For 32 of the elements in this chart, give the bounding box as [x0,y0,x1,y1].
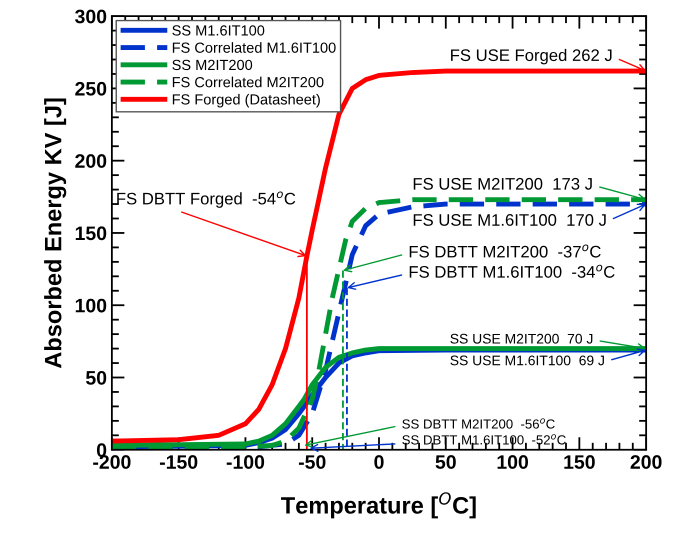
legend-label: FS Correlated M2IT200 [172,76,324,88]
legend-label: SS M1.6IT100 [172,25,264,36]
x-tick-label: -150 [160,455,198,469]
annotation: FS USE M1.6IT100 170 J [414,214,606,226]
x-axis-title: Temperature [$^{O}$C] [281,492,476,518]
x-tick-label: -200 [93,455,131,469]
legend-label: FS Correlated M1.6IT100 [172,42,336,53]
x-tick-label: -50 [298,455,326,469]
annotation: SS USE M1.6IT100 69 J [450,355,604,366]
y-tick-label: 250 [75,82,106,96]
y-tick-label: 50 [86,370,106,385]
x-tick-label: 100 [498,455,528,469]
y-tick-label: 200 [75,154,106,168]
x-tick-label: 200 [630,455,662,469]
annotation: FS USE M2IT200 173 J [414,178,592,190]
annotation: SS USE M2IT200 70 J [450,334,592,344]
annotation: FS DBTT M1.6IT100 -34$^{o}$C [410,264,615,278]
annotation: SS DBTT M2IT200 -56$^{o}$C [402,418,555,429]
x-tick-label: 150 [564,455,595,469]
y-tick-label: 150 [76,226,106,240]
legend-label: FS Forged (Datasheet) [172,94,320,108]
annotation: FS USE Forged 262 J [451,48,612,64]
y-tick-label: 100 [76,298,106,312]
legend-label: SS M2IT200 [172,60,252,70]
y-tick-label: 300 [75,10,106,24]
y-axis-title: Absorbed Energy KV [J] [44,98,66,368]
x-tick-label: 0 [374,455,384,469]
annotation: FS DBTT M2IT200 -37$^{o}$C [410,244,601,258]
annotation: FS DBTT Forged -54$^{o}$C [117,191,296,208]
y-tick-label: 0 [96,443,106,458]
x-tick-label: 50 [436,455,456,469]
x-tick-label: -100 [226,455,264,469]
